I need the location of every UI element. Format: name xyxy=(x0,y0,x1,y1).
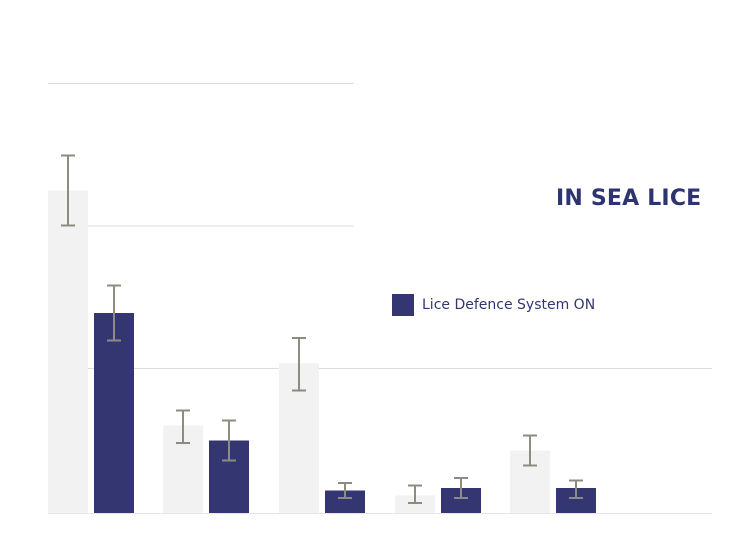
legend-swatch-lice-defence-on xyxy=(392,294,414,316)
legend: Lice Defence System ON xyxy=(392,294,595,316)
bar-s0-c3 xyxy=(395,495,435,513)
bar-s0-c0 xyxy=(48,190,88,513)
bar-s1-c2 xyxy=(325,490,365,513)
bar-s1-c0 xyxy=(94,313,134,513)
legend-label-lice-defence-on: Lice Defence System ON xyxy=(422,297,596,313)
chart-title: IN SEA LICE xyxy=(556,186,702,211)
